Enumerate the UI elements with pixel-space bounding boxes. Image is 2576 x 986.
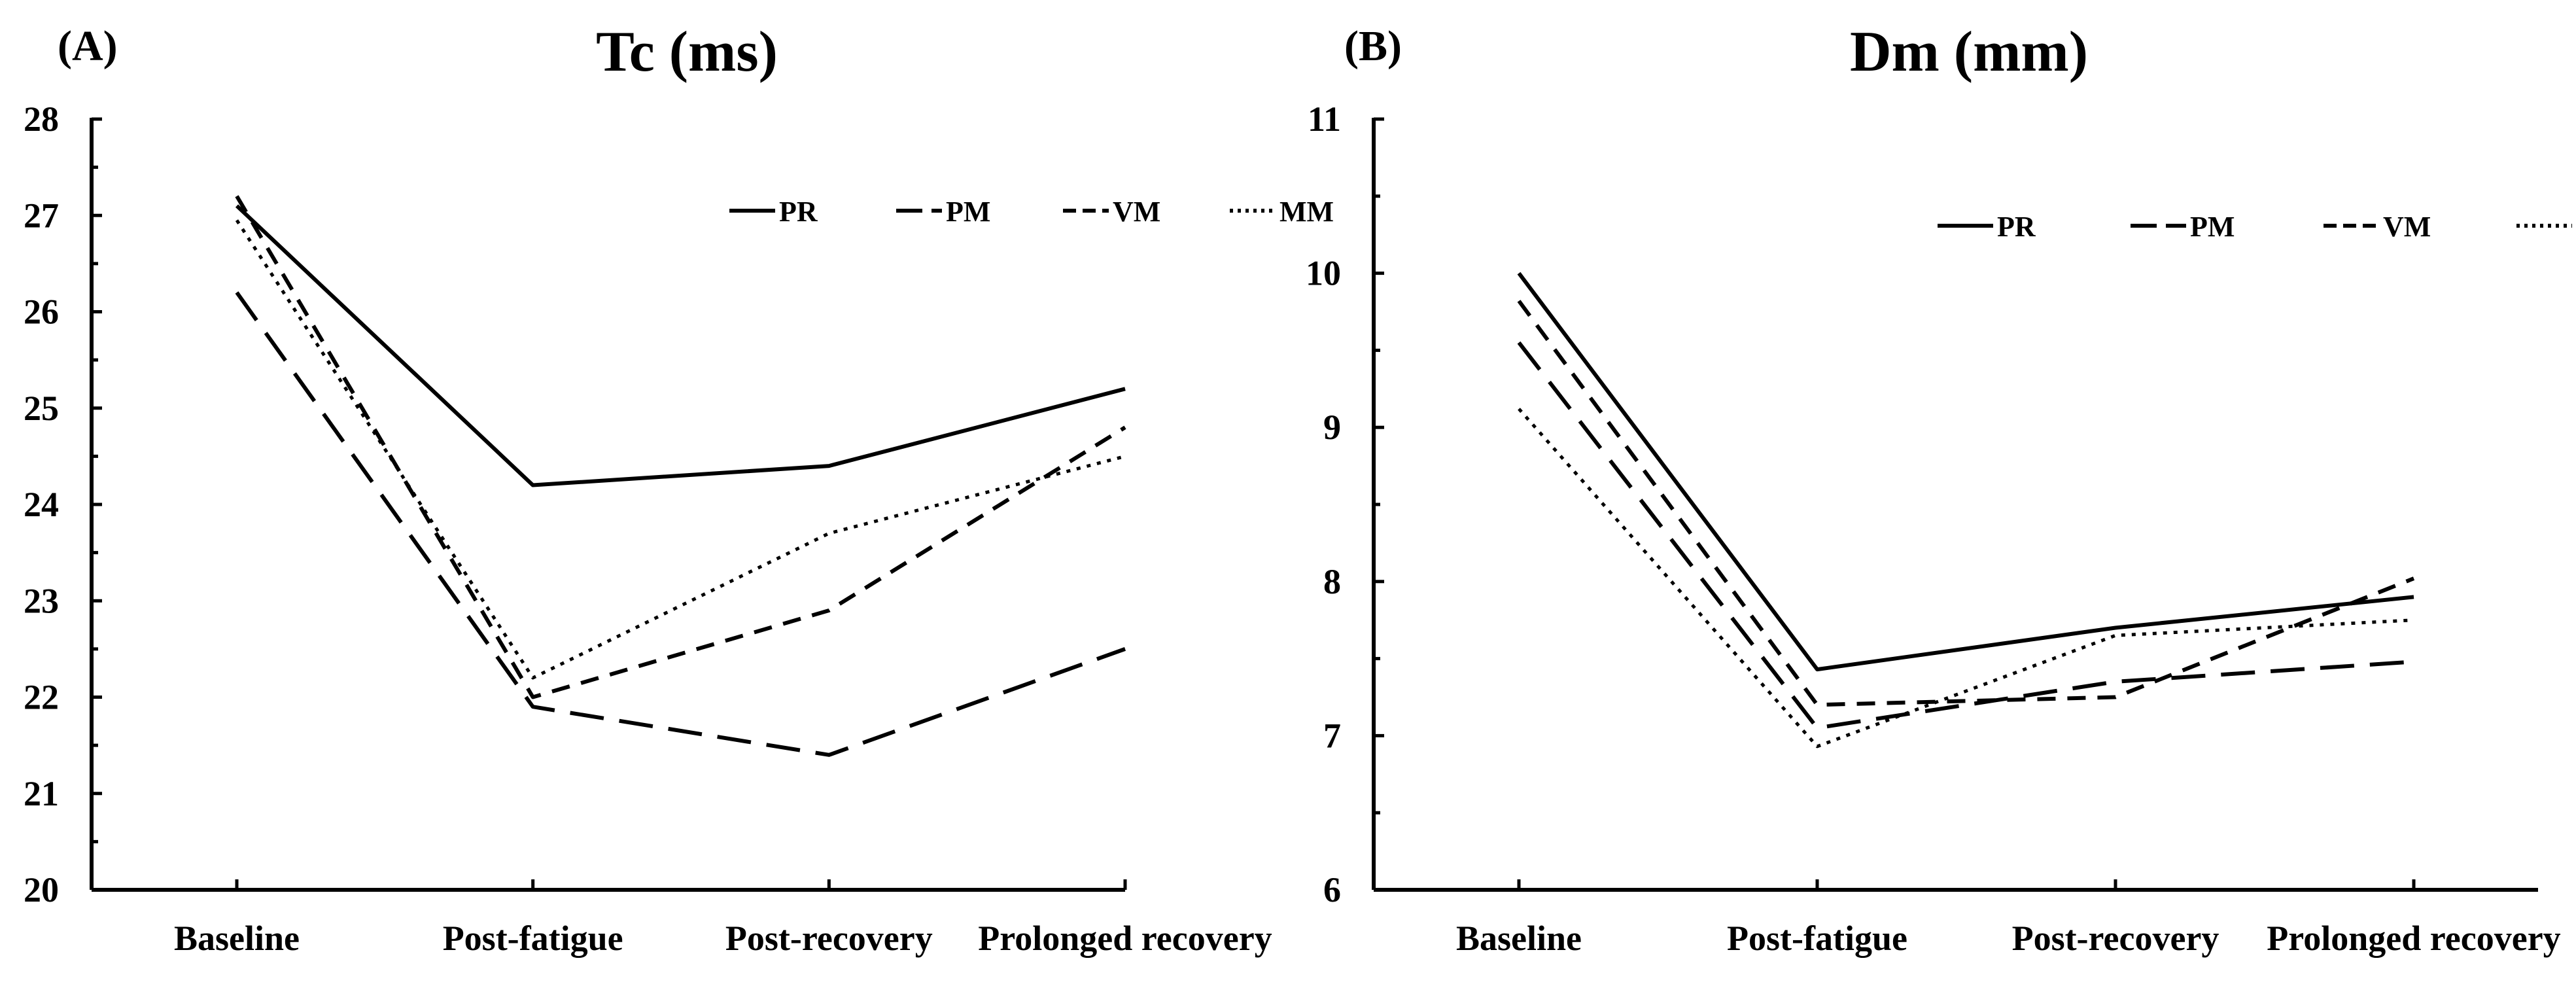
panel-a-label: (A) <box>58 22 118 70</box>
panel-a-y-tick-label: 22 <box>24 678 59 717</box>
panel-b-x-tick-label: Baseline <box>1456 919 1582 958</box>
panel-a-y-tick-label: 28 <box>24 99 59 139</box>
panel-a-series-mm-line <box>235 219 1126 680</box>
panel-a-y-tick-label: 21 <box>24 774 59 813</box>
panel-b-dm-chart: (B) Dm (mm) 6 7 8 9 10 11 Baseline Post-fatigue… <box>1306 20 2572 958</box>
panel-b-series-vm-line <box>1517 300 2415 707</box>
panel-b-y-tick-label: 10 <box>1306 254 1341 293</box>
panel-b-marks: 6 7 8 9 10 11 Baseline Post-fatigue Post-recover… <box>1306 99 2572 958</box>
panel-a-y-tick-label: 24 <box>24 485 59 524</box>
panel-a-tc-chart: (A) Tc (ms) 20 21 22 23 24 25 26 27 28 Baseline Po… <box>24 20 1334 958</box>
panel-b-y-tick-label: 9 <box>1323 408 1341 447</box>
panel-a-legend-label-vm: VM <box>1113 196 1160 228</box>
panel-b-title: Dm (mm) <box>1850 20 2088 84</box>
panel-b-legend-label-vm: VM <box>2383 211 2431 243</box>
panel-b-y-tick-label: 8 <box>1323 562 1341 601</box>
panel-a-y-tick-label: 26 <box>24 292 59 332</box>
panel-a-legend-label-pm: PM <box>946 196 990 228</box>
panel-b-legend-label-pr: PR <box>1997 211 2036 243</box>
panel-b-series-mm-line <box>1518 408 2414 748</box>
panel-a-series-pr-line <box>235 204 1126 487</box>
panel-b-y-tick-label: 11 <box>1308 99 1341 139</box>
panel-a-series-vm-line <box>235 195 1126 699</box>
panel-b-legend-label-pm: PM <box>2190 211 2235 243</box>
panel-a-x-tick-label: Post-fatigue <box>443 919 623 958</box>
panel-a-x-tick-label: Baseline <box>174 919 300 958</box>
panel-b-x-tick-label: Prolonged recovery <box>2267 919 2560 958</box>
panel-a-title: Tc (ms) <box>596 20 778 84</box>
panel-b-y-tick-label: 6 <box>1323 870 1341 909</box>
panel-b-label: (B) <box>1344 22 1402 70</box>
panel-a-x-tick-label: Post-recovery <box>725 919 933 958</box>
panel-a-y-tick-label: 25 <box>24 389 59 428</box>
panel-b-x-tick-label: Post-recovery <box>2012 919 2219 958</box>
panel-a-marks: 20 21 22 23 24 25 26 27 28 Baseline Post-fatigue Po… <box>24 99 1334 958</box>
panel-b-series-pr-line <box>1517 272 2414 672</box>
panel-a-legend-label-mm: MM <box>1279 196 1334 228</box>
panel-a-y-tick-label: 27 <box>24 196 59 235</box>
panel-a-y-tick-label: 23 <box>24 581 59 620</box>
panel-b-x-tick-label: Post-fatigue <box>1727 919 1907 958</box>
panel-a-series-pm-line <box>235 291 1126 757</box>
panel-a-legend-label-pr: PR <box>779 196 818 228</box>
panel-b-y-tick-label: 7 <box>1323 716 1341 755</box>
panel-a-y-tick-label: 20 <box>24 870 59 909</box>
panel-b-series-pm-line <box>1517 341 2414 730</box>
panel-a-x-tick-label: Prolonged recovery <box>978 919 1272 958</box>
